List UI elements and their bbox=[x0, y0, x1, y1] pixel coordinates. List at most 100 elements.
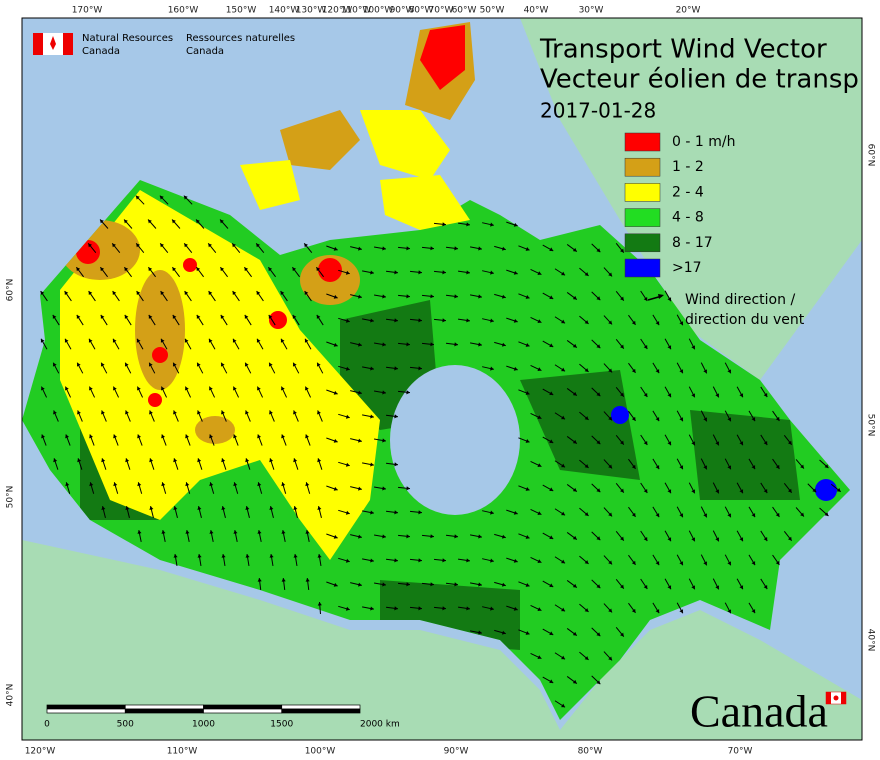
wind-arrow-head bbox=[763, 585, 768, 590]
wind-arrow-head bbox=[418, 366, 422, 371]
wind-arrow-head bbox=[478, 582, 482, 587]
wind-arrow-head bbox=[561, 655, 566, 660]
wind-arrow-head bbox=[418, 558, 422, 563]
scale-segment bbox=[124, 708, 204, 714]
wind-arrow-head bbox=[691, 489, 696, 494]
wind-arrow-head bbox=[596, 248, 601, 253]
wind-arrow-head bbox=[751, 513, 756, 518]
wind-arrow-head bbox=[620, 536, 624, 541]
legend-swatch bbox=[624, 258, 661, 278]
wind-arrow-head bbox=[209, 482, 214, 487]
wind-arrow-head bbox=[525, 391, 530, 395]
wind-arrow-head bbox=[727, 513, 732, 518]
wind-arrow-head bbox=[584, 560, 589, 564]
wind-arrow-head bbox=[775, 512, 780, 517]
wind-arrow-head bbox=[292, 362, 297, 367]
wind-arrow-head bbox=[454, 294, 458, 299]
wind-arrow-head bbox=[382, 294, 386, 299]
wind-arrow-head bbox=[370, 414, 374, 419]
zone-8-17 bbox=[520, 370, 640, 480]
legend-arrow-label: Wind direction / bbox=[685, 292, 795, 308]
wind-arrow-head bbox=[124, 314, 129, 319]
wind-arrow-head bbox=[125, 458, 130, 463]
wind-arrow-head bbox=[40, 291, 45, 296]
wind-arrow-head bbox=[148, 314, 153, 319]
wind-arrow-head bbox=[100, 314, 105, 319]
lon-label: 160°W bbox=[168, 6, 199, 16]
wind-arrow-head bbox=[715, 537, 720, 542]
wind-arrow-head bbox=[667, 297, 672, 302]
wind-arrow-head bbox=[490, 510, 494, 515]
wind-arrow-head bbox=[430, 534, 434, 539]
wind-arrow-head bbox=[245, 506, 250, 510]
wind-arrow-head bbox=[608, 272, 613, 277]
wind-arrow-head bbox=[76, 267, 81, 272]
wind-arrow-head bbox=[478, 630, 482, 635]
wind-arrow-head bbox=[269, 554, 274, 558]
wind-arrow-head bbox=[112, 291, 117, 296]
wind-arrow-head bbox=[100, 219, 104, 224]
wind-arrow-head bbox=[525, 247, 530, 251]
scale-segment bbox=[203, 708, 283, 714]
wind-arrow-head bbox=[715, 489, 720, 494]
wind-arrow-head bbox=[537, 463, 542, 467]
wind-arrow-head bbox=[305, 386, 309, 391]
wind-arrow-head bbox=[333, 486, 338, 491]
wind-arrow-head bbox=[643, 296, 648, 301]
wind-arrow-head bbox=[370, 462, 374, 467]
wind-arrow-head bbox=[113, 386, 117, 391]
wind-arrows bbox=[40, 195, 842, 708]
wind-arrow-head bbox=[185, 434, 190, 439]
wind-arrow-head bbox=[454, 342, 458, 347]
wind-arrow-head bbox=[370, 270, 374, 275]
wind-arrow-head bbox=[763, 537, 768, 542]
wind-arrow-head bbox=[233, 530, 238, 534]
wind-arrow-head bbox=[184, 291, 189, 296]
wind-arrow-head bbox=[572, 631, 577, 636]
wind-arrow-head bbox=[125, 506, 130, 510]
wind-arrow-head bbox=[160, 338, 165, 343]
wind-arrow-head bbox=[41, 434, 46, 439]
wind-arrow-head bbox=[76, 314, 81, 319]
wind-arrow-head bbox=[561, 607, 566, 612]
wind-arrow-head bbox=[561, 271, 566, 276]
wind-arrow-head bbox=[787, 440, 792, 445]
wind-arrow-head bbox=[370, 510, 374, 515]
wind-arrow-head bbox=[196, 219, 200, 224]
wind-arrow-head bbox=[52, 314, 57, 319]
wind-arrow-head bbox=[584, 272, 589, 276]
wind-arrow-head bbox=[281, 386, 285, 391]
flag-bar bbox=[63, 33, 73, 55]
wind-arrow-head bbox=[739, 537, 744, 542]
lon-label: 80°W bbox=[578, 747, 603, 757]
scale-segment bbox=[203, 704, 283, 710]
wind-arrow-head bbox=[41, 386, 45, 391]
wind-arrow-head bbox=[185, 530, 190, 534]
wind-arrow-head bbox=[382, 246, 386, 251]
lon-label: 20°W bbox=[676, 6, 701, 16]
zone-1-2 bbox=[135, 270, 185, 390]
title-fr: Vecteur éolien de transp bbox=[540, 65, 859, 95]
wind-arrow-head bbox=[513, 270, 518, 275]
wind-arrow-head bbox=[572, 343, 577, 348]
wind-arrow-head bbox=[293, 458, 298, 463]
wind-arrow-head bbox=[345, 414, 350, 419]
wind-arrow-head bbox=[739, 393, 744, 398]
wind-arrow-head bbox=[345, 366, 350, 371]
wordmark-flag-bar bbox=[826, 692, 831, 704]
wind-arrow-head bbox=[293, 554, 298, 558]
wind-arrow-head bbox=[161, 386, 165, 391]
wind-arrow-head bbox=[667, 489, 672, 494]
wind-arrow-head bbox=[316, 267, 321, 272]
wind-arrow-head bbox=[620, 344, 624, 349]
wind-arrow-head bbox=[245, 458, 250, 463]
wind-arrow-head bbox=[317, 506, 322, 510]
wind-arrow-head bbox=[751, 417, 756, 422]
wind-arrow-head bbox=[305, 434, 310, 439]
wind-arrow-head bbox=[304, 338, 309, 343]
wind-arrow-head bbox=[561, 511, 566, 516]
wind-arrow-head bbox=[149, 506, 154, 510]
wind-arrow-head bbox=[824, 464, 829, 469]
wind-arrow-head bbox=[584, 368, 589, 372]
wind-arrow-head bbox=[549, 247, 554, 252]
